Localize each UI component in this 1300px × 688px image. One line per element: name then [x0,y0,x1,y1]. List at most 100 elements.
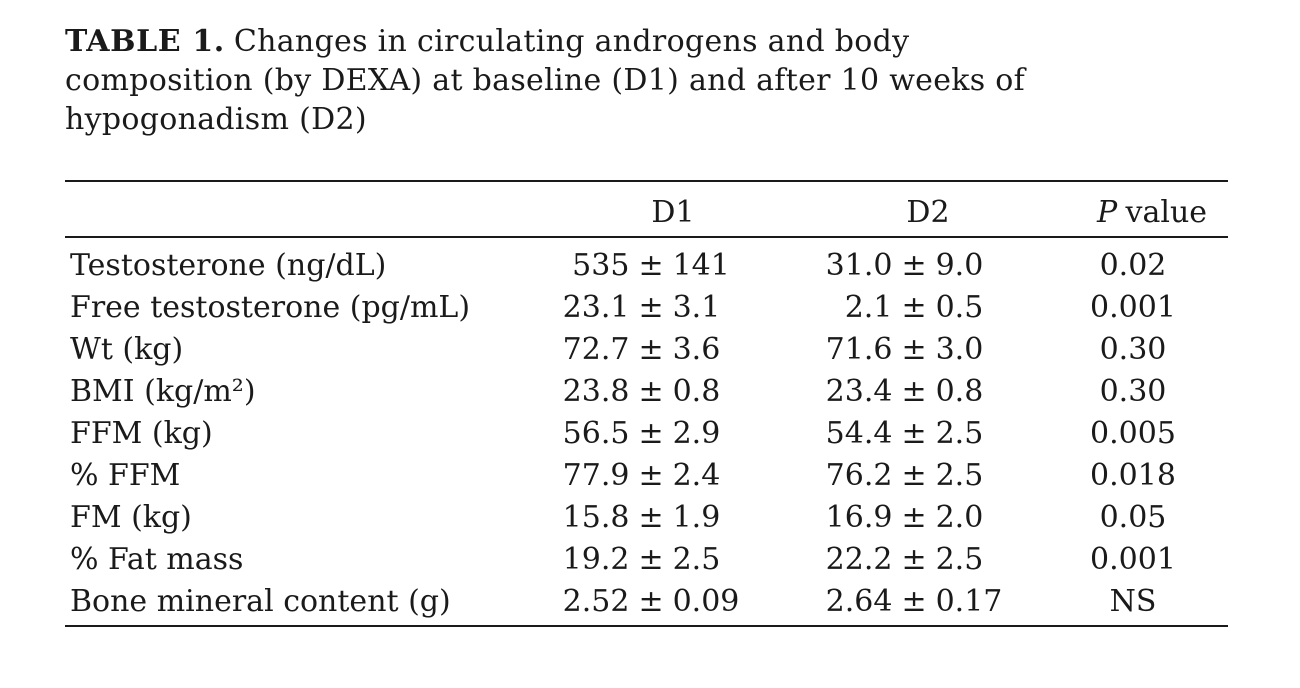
d1-sd: 0.8 [672,373,721,409]
d2-mean: 54.4 [825,415,893,451]
d1-mean: 535 [572,247,630,283]
d1-pm-sign: ± [638,247,664,283]
d1-value-cell: 15.8 ±1.9 [525,500,765,535]
d2-sd: 0.17 [935,583,1003,619]
d1-pm-sign: ± [638,457,664,493]
d1-mean: 23.1 [562,289,630,325]
header-p-rest: value [1125,195,1208,230]
p-value: 0.02 [1099,247,1167,283]
d2-value-cell: 22.2 ±2.5 [765,542,1015,577]
d2-pm-sign: ± [901,583,927,619]
row-label: Bone mineral content (g) [70,583,451,619]
d2-pm-sign: ± [901,373,927,409]
d2-mean: 2.1 [844,289,893,325]
caption-line-3: hypogonadism (D2) [65,102,367,137]
d2-sd: 2.0 [935,499,984,535]
table-row: FM (kg) 15.8 ±1.9 16.9 ±2.0 0.05 [65,496,1228,538]
d2-pm-sign: ± [901,415,927,451]
d1-value-cell: 535 ±141 [525,248,765,283]
d1-pm-sign: ± [638,415,664,451]
row-label: Free testosterone (pg/mL) [70,289,471,325]
table-row: % FFM 77.9 ±2.4 76.2 ±2.5 0.018 [65,454,1228,496]
d2-value-cell: 2.1 ±0.5 [765,290,1015,325]
p-value: 0.001 [1090,541,1176,577]
table-row: Free testosterone (pg/mL) 23.1 ±3.1 2.1 ±0… [65,286,1228,328]
d2-sd: 9.0 [935,247,984,283]
d1-value-cell: 77.9 ±2.4 [525,458,765,493]
table-row: FFM (kg) 56.5 ±2.9 54.4 ±2.5 0.005 [65,412,1228,454]
p-value: 0.30 [1099,373,1167,409]
d2-sd: 2.5 [935,457,984,493]
d2-value-cell: 76.2 ±2.5 [765,458,1015,493]
table-row: Wt (kg) 72.7 ±3.6 71.6 ±3.0 0.30 [65,328,1228,370]
d2-pm-sign: ± [901,247,927,283]
d1-pm-sign: ± [638,499,664,535]
d2-sd: 3.0 [935,331,984,367]
d1-mean: 23.8 [562,373,630,409]
d1-value-cell: 19.2 ±2.5 [525,542,765,577]
p-value: 0.018 [1090,457,1176,493]
d1-sd: 0.09 [672,583,740,619]
header-d1: D1 [651,195,695,230]
d2-mean: 31.0 [825,247,893,283]
d2-mean: 2.64 [825,583,893,619]
d1-value-cell: 23.1 ±3.1 [525,290,765,325]
row-label: BMI (kg/m²) [70,373,256,409]
p-value: 0.30 [1099,331,1167,367]
row-label: FM (kg) [70,499,192,535]
d1-mean: 19.2 [562,541,630,577]
d1-pm-sign: ± [638,289,664,325]
paper-page: TABLE 1. Changes in circulating androgens… [65,22,1300,627]
d2-mean: 22.2 [825,541,893,577]
d2-pm-sign: ± [901,331,927,367]
row-label: Wt (kg) [70,331,184,367]
d2-value-cell: 31.0 ±9.0 [765,248,1015,283]
d2-sd: 2.5 [935,415,984,451]
p-value: 0.005 [1090,415,1176,451]
d1-pm-sign: ± [638,331,664,367]
d2-value-cell: 23.4 ±0.8 [765,374,1015,409]
d1-sd: 3.1 [672,289,721,325]
d1-mean: 56.5 [562,415,630,451]
table-row: Bone mineral content (g) 2.52 ±0.09 2.64 ±… [65,580,1228,622]
p-value: 0.05 [1099,499,1167,535]
d1-sd: 1.9 [672,499,721,535]
d1-sd: 3.6 [672,331,721,367]
d2-pm-sign: ± [901,499,927,535]
row-label: % FFM [70,457,181,493]
caption-line-1: TABLE 1. Changes in circulating androgens… [65,22,1300,61]
d2-mean: 71.6 [825,331,893,367]
d2-value-cell: 2.64 ±0.17 [765,584,1015,619]
d1-sd: 141 [672,247,730,283]
header-p-italic: P [1096,195,1118,230]
d1-mean: 2.52 [562,583,630,619]
d1-sd: 2.4 [672,457,721,493]
table-row: Testosterone (ng/dL) 535 ±141 31.0 ±9.0 0.… [65,244,1228,286]
header-d2: D2 [906,195,950,230]
d2-value-cell: 71.6 ±3.0 [765,332,1015,367]
d1-value-cell: 23.8 ±0.8 [525,374,765,409]
d2-sd: 2.5 [935,541,984,577]
d2-mean: 76.2 [825,457,893,493]
d2-mean: 16.9 [825,499,893,535]
d1-mean: 72.7 [562,331,630,367]
header-empty-cell [65,230,525,236]
d2-pm-sign: ± [901,457,927,493]
d1-mean: 77.9 [562,457,630,493]
d2-pm-sign: ± [901,289,927,325]
table-number-label: TABLE 1. [65,24,225,59]
row-label: FFM (kg) [70,415,213,451]
table-row: BMI (kg/m²) 23.8 ±0.8 23.4 ±0.8 0.30 [65,370,1228,412]
p-value: NS [1109,583,1157,619]
table-caption: TABLE 1. Changes in circulating androgens… [65,22,1300,139]
d1-value-cell: 56.5 ±2.9 [525,416,765,451]
d2-pm-sign: ± [901,541,927,577]
row-label: % Fat mass [70,541,244,577]
d1-value-cell: 2.52 ±0.09 [525,584,765,619]
d2-value-cell: 54.4 ±2.5 [765,416,1015,451]
d1-pm-sign: ± [638,541,664,577]
table-body: Testosterone (ng/dL) 535 ±141 31.0 ±9.0 0.… [65,238,1228,627]
d2-sd: 0.8 [935,373,984,409]
